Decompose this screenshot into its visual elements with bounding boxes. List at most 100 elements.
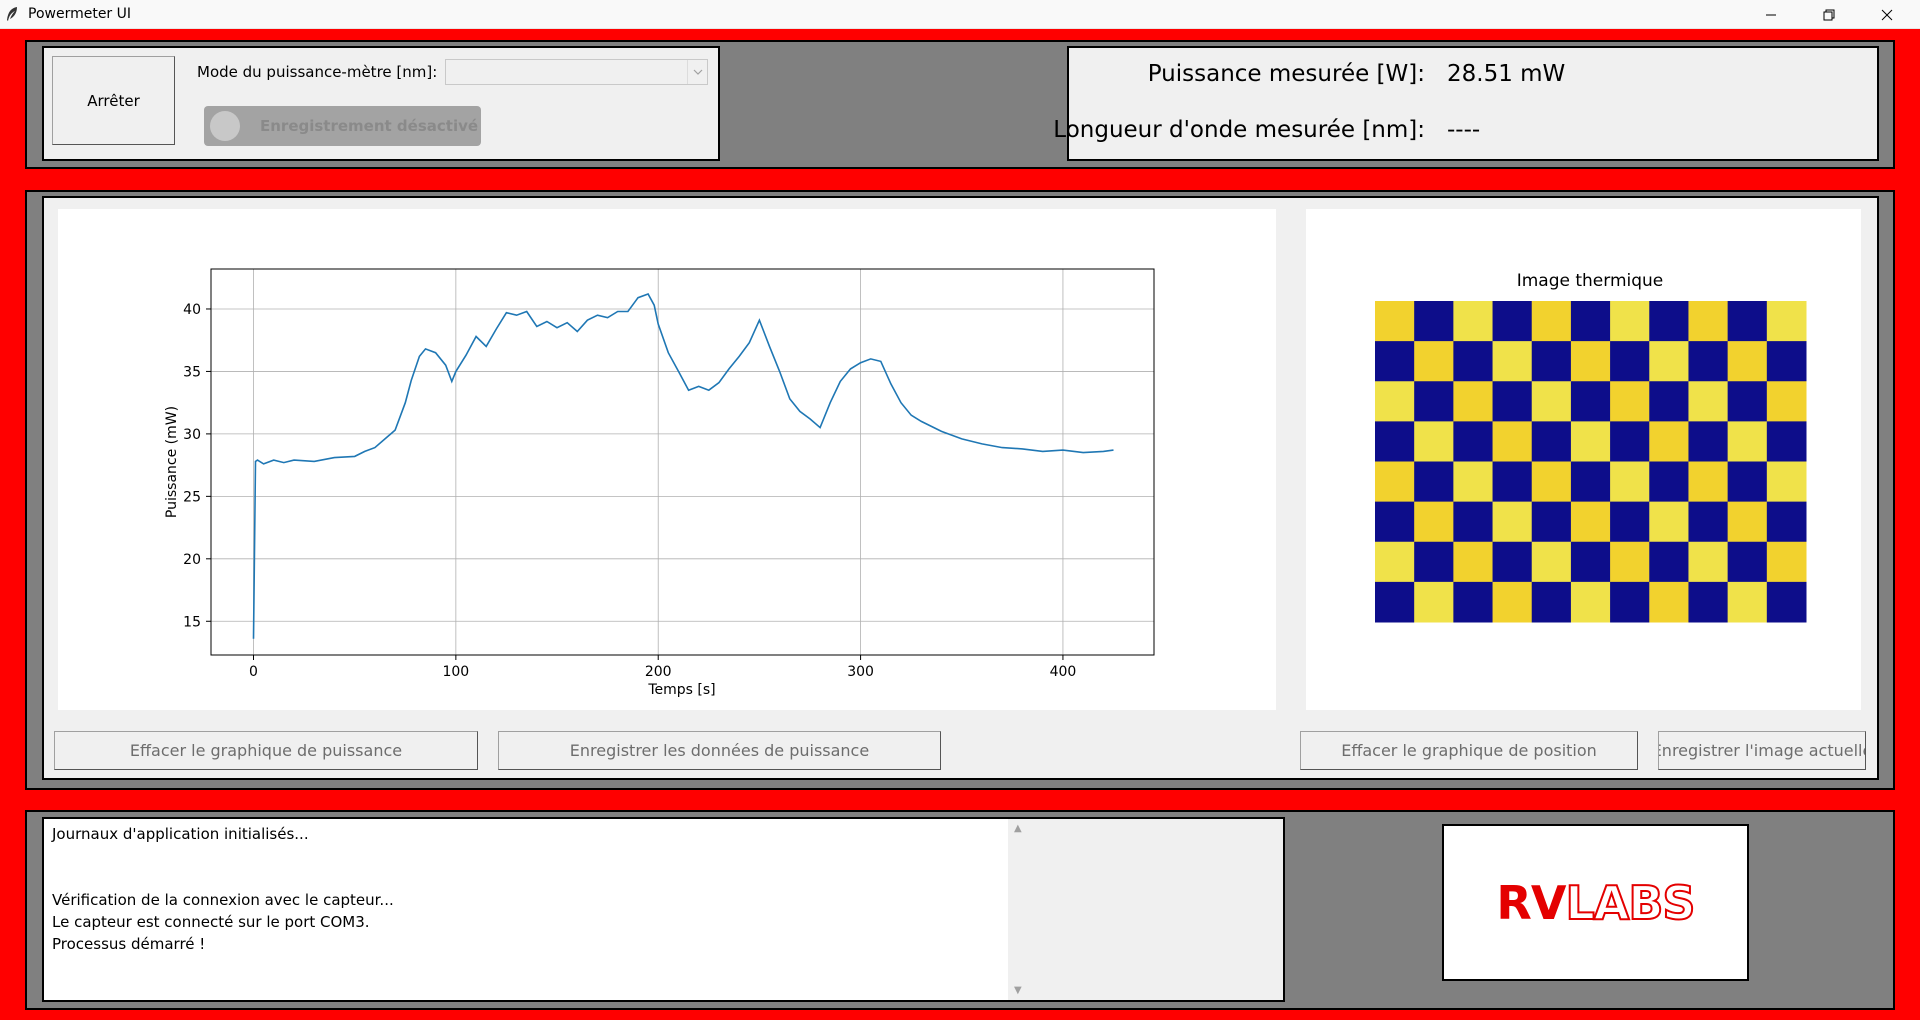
clear-power-button[interactable]: Effacer le graphique de puissance	[54, 731, 478, 770]
heatmap-cell	[1649, 541, 1689, 583]
scroll-down-icon[interactable]: ▼	[1014, 985, 1022, 996]
chevron-down-icon	[687, 60, 707, 84]
save-power-button[interactable]: Enregistrer les données de puissance	[498, 731, 941, 770]
heatmap-cell	[1570, 341, 1611, 382]
mode-select[interactable]	[445, 59, 708, 85]
heatmap-cell	[1492, 501, 1533, 543]
save-image-button[interactable]: Enregistrer l'image actuelle	[1658, 731, 1866, 770]
wavelength-label: Longueur d'onde mesurée [nm]:	[1053, 117, 1425, 143]
x-tick-label: 300	[847, 664, 874, 680]
heatmap-cell	[1688, 541, 1729, 583]
minimize-icon	[1766, 14, 1776, 15]
heatmap-cell	[1688, 421, 1729, 462]
feather-icon	[5, 6, 19, 22]
heatmap-cell	[1570, 461, 1611, 503]
thermal-image-area: Image thermique	[1306, 209, 1861, 710]
heatmap-cell	[1531, 301, 1572, 342]
heatmap-cell	[1531, 581, 1572, 623]
log-scrollbar[interactable]: ▲ ▼	[1008, 819, 1283, 1000]
x-axis-label: Temps [s]	[647, 682, 715, 698]
heatmap-cell	[1610, 461, 1650, 503]
heatmap-cell	[1649, 581, 1689, 623]
heatmap-cell	[1688, 581, 1729, 623]
y-tick-label: 40	[183, 302, 201, 318]
heatmap-cell	[1727, 581, 1768, 623]
heatmap-cell	[1492, 581, 1533, 623]
heatmap-cell	[1414, 421, 1454, 462]
heatmap-cell	[1453, 341, 1494, 382]
heatmap-cell	[1414, 501, 1454, 543]
heatmap-cell	[1531, 341, 1572, 382]
heatmap-cell	[1766, 581, 1807, 623]
y-tick-label: 25	[183, 489, 201, 505]
heatmap-cell	[1492, 421, 1533, 462]
power-value: 28.51 mW	[1447, 61, 1566, 87]
x-tick-label: 400	[1050, 664, 1077, 680]
heatmap-cell	[1727, 461, 1768, 503]
heatmap-cell	[1610, 501, 1650, 543]
heatmap-cell	[1649, 461, 1689, 503]
log-line	[52, 867, 1042, 889]
heatmap-cell	[1375, 381, 1415, 422]
heatmap-cell	[1453, 301, 1494, 342]
heatmap-cell	[1610, 541, 1650, 583]
heatmap-cell	[1766, 341, 1807, 382]
log-box[interactable]: Journaux d'application initialisés... Vé…	[42, 817, 1285, 1002]
heatmap-cell	[1727, 541, 1768, 583]
heatmap-cell	[1453, 581, 1494, 623]
heatmap-cell	[1531, 501, 1572, 543]
scroll-up-icon[interactable]: ▲	[1014, 823, 1022, 834]
y-tick-label: 35	[183, 364, 201, 380]
heatmap-cell	[1375, 581, 1415, 623]
heatmap-cell	[1414, 541, 1454, 583]
toggle-knob	[210, 111, 240, 141]
record-toggle[interactable]: Enregistrement désactivé	[204, 106, 481, 146]
thermal-chart: Image thermique	[1375, 271, 1807, 623]
title-bar: Powermeter UI	[0, 0, 1920, 29]
heatmap-cell	[1649, 381, 1689, 422]
window-title: Powermeter UI	[28, 6, 132, 22]
heatmap-cell	[1414, 381, 1454, 422]
heatmap-cell	[1375, 341, 1415, 382]
x-tick-label: 100	[442, 664, 469, 680]
heatmap-cell	[1414, 581, 1454, 623]
heatmap-cell	[1453, 381, 1494, 422]
heatmap-cell	[1375, 421, 1415, 462]
heatmap-cell	[1766, 381, 1807, 422]
heatmap-cell	[1727, 501, 1768, 543]
power-chart-area: 0 100 200 300 400 15 20 25 30 35 40 Temps [s] Puis…	[58, 209, 1276, 710]
heatmap-cell	[1570, 541, 1611, 583]
heatmap-cell	[1727, 301, 1768, 342]
clear-position-button[interactable]: Effacer le graphique de position	[1300, 731, 1638, 770]
heatmap-cell	[1610, 341, 1650, 382]
restore-button[interactable]	[1800, 0, 1858, 29]
heatmap-cell	[1727, 421, 1768, 462]
log-text: Journaux d'application initialisés... Vé…	[52, 823, 1042, 955]
measurements-frame	[1067, 46, 1879, 161]
stop-button[interactable]: Arrêter	[52, 56, 175, 145]
y-axis-label: Puissance (mW)	[164, 406, 180, 518]
heatmap-cell	[1688, 341, 1729, 382]
heatmap-cell	[1570, 501, 1611, 543]
x-tick-label: 200	[645, 664, 672, 680]
heatmap-cell	[1492, 461, 1533, 503]
heatmap-cell	[1688, 381, 1729, 422]
heatmap-cell	[1610, 581, 1650, 623]
heatmap-cell	[1649, 501, 1689, 543]
heatmap-cell	[1492, 301, 1533, 342]
heatmap-cell	[1727, 341, 1768, 382]
y-tick-label: 15	[183, 614, 201, 630]
heatmap-cell	[1766, 421, 1807, 462]
heatmap-cell	[1492, 341, 1533, 382]
heatmap-cell	[1649, 301, 1689, 342]
rvlabs-logo: RVLABS	[1496, 875, 1696, 931]
heatmap-cell	[1688, 461, 1729, 503]
close-button[interactable]	[1858, 0, 1916, 29]
heatmap-cell	[1453, 501, 1494, 543]
minimize-button[interactable]	[1742, 0, 1800, 29]
heatmap-cell	[1570, 381, 1611, 422]
heatmap-cell	[1375, 501, 1415, 543]
heatmap-cell	[1414, 301, 1454, 342]
log-line: Journaux d'application initialisés...	[52, 825, 309, 843]
heatmap-cell	[1453, 541, 1494, 583]
